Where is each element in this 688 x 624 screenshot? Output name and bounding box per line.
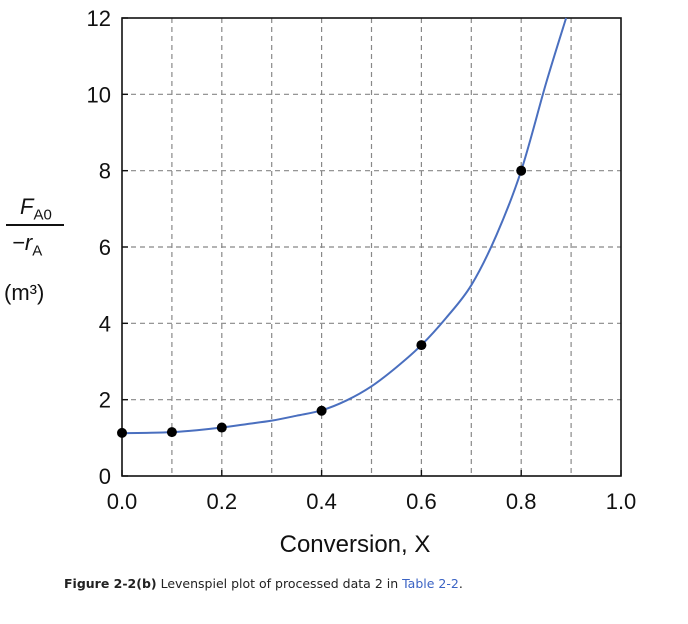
y-tick-label: 4 [99,311,111,336]
x-tick-label: 1.0 [606,489,637,514]
caption-table-link[interactable]: Table 2-2 [402,576,459,591]
x-tick-label: 0.4 [306,489,337,514]
data-point [166,427,177,438]
tick-labels: 0.0 0.2 0.4 0.6 0.8 1.0 0 2 4 6 8 10 12 [87,6,637,514]
fitted-curve [121,17,568,435]
data-point [117,427,127,438]
y-tick-label: 2 [99,388,111,413]
y-axis-label-denominator: −rA [12,230,43,260]
y-axis-label-unit: (m³) [4,280,45,305]
x-axis-label: Conversion, X [280,531,431,558]
data-point [516,165,527,176]
caption-figure-number: Figure 2-2(b) [64,576,157,591]
x-tick-label: 0.0 [107,489,138,514]
y-axis-label: FA0 −rA (m³) [4,194,66,305]
caption-text: Levenspiel plot of processed data 2 in [156,576,403,591]
grid [122,18,621,476]
data-point [316,405,327,416]
x-tick-label: 0.6 [406,489,437,514]
caption-end: . [458,576,463,591]
figure-caption: Figure 2-2(b) Levenspiel plot of process… [64,576,463,591]
data-points [117,165,527,438]
x-tick-label: 0.2 [207,489,238,514]
data-point [416,340,427,351]
y-tick-label: 12 [87,6,111,31]
y-tick-label: 6 [99,235,111,260]
x-tick-label: 0.8 [506,489,537,514]
data-point [216,422,227,433]
y-tick-label: 10 [87,82,111,107]
curve-series [121,17,568,435]
y-axis-label-numerator: FA0 [20,194,52,224]
y-tick-label: 0 [99,464,111,489]
y-tick-label: 8 [99,159,111,184]
y-axis-label-fraction-bar [6,224,64,226]
